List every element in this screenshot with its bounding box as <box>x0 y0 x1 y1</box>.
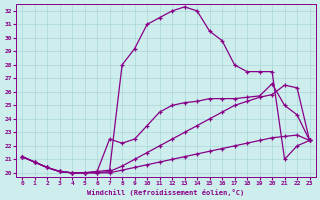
X-axis label: Windchill (Refroidissement éolien,°C): Windchill (Refroidissement éolien,°C) <box>87 189 244 196</box>
